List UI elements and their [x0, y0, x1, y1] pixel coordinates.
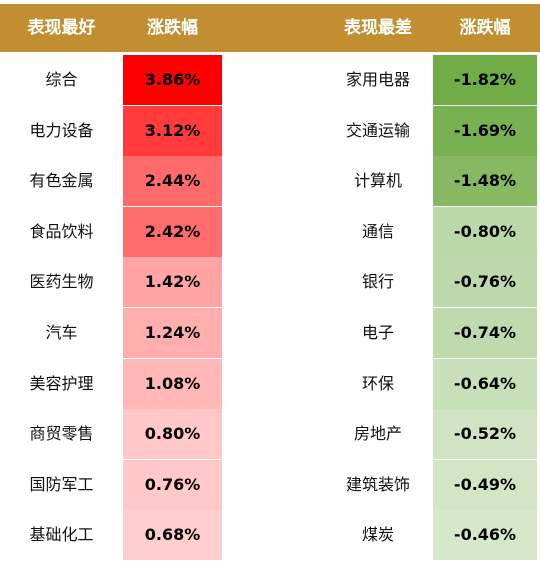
worst-change-value: -0.49%: [433, 459, 537, 510]
worst-change-value: -0.46%: [433, 510, 537, 561]
worst-sector-name: 银行: [361, 272, 394, 292]
table-row: 医药生物 1.42% 银行 -0.76%: [0, 257, 540, 308]
table-row: 综合 3.86% 家用电器 -1.82%: [0, 55, 540, 105]
best-sector-name: 基础化工: [29, 525, 94, 545]
best-change-value: 2.42%: [123, 206, 222, 257]
worst-sector-name: 家用电器: [345, 70, 410, 89]
best-sector-name: 国防军工: [29, 474, 94, 494]
worst-change-value: -0.64%: [433, 358, 537, 409]
best-sector-name: 医药生物: [29, 272, 94, 292]
worst-sector-name: 房地产: [353, 424, 402, 444]
worst-sector-name: 交通运输: [345, 120, 410, 140]
best-sector-name: 有色金属: [29, 171, 94, 191]
best-change-value: 1.24%: [123, 308, 222, 358]
header-best-label: 表现最好: [27, 18, 96, 38]
worst-sector-name: 建筑装饰: [345, 474, 410, 494]
worst-sector-name: 煤炭: [361, 525, 394, 545]
table-row: 商贸零售 0.80% 房地产 -0.52%: [0, 409, 540, 460]
worst-change-value: -1.48%: [433, 156, 537, 207]
best-sector-name: 食品饮料: [29, 221, 94, 241]
table-row: 基础化工 0.68% 煤炭 -0.46%: [0, 510, 540, 561]
best-sector-name: 美容护理: [29, 373, 94, 393]
worst-change-value: -0.80%: [433, 206, 537, 257]
worst-sector-name: 电子: [361, 323, 394, 342]
worst-sector-name: 环保: [361, 373, 394, 393]
header-worst-label: 表现最差: [344, 18, 412, 38]
best-change-value: 3.12%: [123, 105, 222, 156]
table-row: 美容护理 1.08% 环保 -0.64%: [0, 358, 540, 409]
best-change-value: 2.44%: [123, 156, 222, 207]
best-sector-name: 汽车: [45, 323, 78, 342]
worst-change-value: -0.74%: [433, 308, 537, 358]
table-row: 汽车 1.24% 电子 -0.74%: [0, 308, 540, 358]
best-change-value: 0.76%: [123, 459, 222, 510]
worst-sector-name: 通信: [361, 221, 394, 241]
best-change-value: 1.42%: [123, 257, 222, 308]
worst-change-value: -0.76%: [433, 257, 537, 308]
worst-change-value: -1.82%: [433, 55, 537, 105]
worst-change-value: -0.52%: [433, 409, 537, 460]
worst-change-value: -1.69%: [433, 105, 537, 156]
table-header: 表现最好 涨跌幅 表现最差 涨跌幅: [0, 4, 540, 52]
best-sector-name: 综合: [45, 70, 78, 89]
table-row: 国防军工 0.76% 建筑装饰 -0.49%: [0, 459, 540, 510]
best-change-value: 0.80%: [123, 409, 222, 460]
best-change-value: 0.68%: [123, 510, 222, 561]
table-row: 电力设备 3.12% 交通运输 -1.69%: [0, 105, 540, 156]
header-best-change: 涨跌幅: [147, 18, 198, 38]
worst-sector-name: 计算机: [353, 171, 402, 191]
table-row: 有色金属 2.44% 计算机 -1.48%: [0, 156, 540, 207]
header-worst-change: 涨跌幅: [459, 18, 511, 38]
best-sector-name: 商贸零售: [29, 424, 94, 444]
best-change-value: 1.08%: [123, 358, 222, 409]
table-row: 食品饮料 2.42% 通信 -0.80%: [0, 206, 540, 257]
best-change-value: 3.86%: [123, 55, 222, 105]
best-sector-name: 电力设备: [29, 120, 94, 140]
